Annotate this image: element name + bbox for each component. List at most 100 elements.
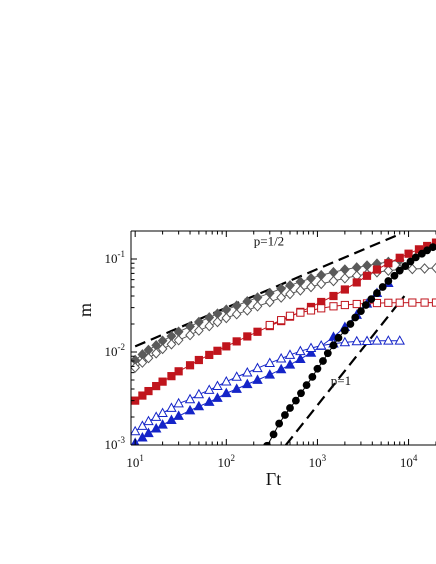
series-2-point [242, 305, 253, 316]
series-7-point [411, 253, 420, 262]
series-1-point [316, 269, 327, 281]
series-3-point [158, 377, 167, 386]
series-6-point [252, 362, 263, 373]
series-6-point [339, 336, 351, 347]
series-2-point [252, 300, 263, 312]
reference-line-2 [284, 295, 406, 445]
series-7-point [297, 389, 305, 398]
series-7 [263, 243, 436, 445]
annotation-1: p=1/2 [254, 233, 284, 248]
series-7-point [373, 289, 381, 297]
y-axis-title: m [75, 303, 95, 317]
y-tick-label: 10-3 [105, 435, 126, 452]
series-4-point [384, 298, 393, 307]
series-7-point [308, 372, 317, 381]
series-6-point [157, 407, 168, 418]
x-tick-label: 102 [218, 453, 236, 470]
series-5-point [252, 374, 263, 384]
series-5-point [275, 363, 287, 374]
series-1-point [306, 272, 316, 284]
series-2-point [143, 352, 154, 364]
series-5-point [212, 392, 223, 402]
series-1-line [134, 259, 400, 361]
series-5-point [264, 369, 276, 379]
series-7-point [429, 243, 436, 252]
x-tick-label: 101 [126, 453, 144, 470]
series-7-point [406, 257, 415, 266]
data-series [131, 238, 436, 445]
series-2-point [231, 308, 242, 320]
series-3-point [232, 337, 241, 346]
series-6-point [221, 376, 232, 386]
series-6-point [173, 397, 184, 408]
series-2-point [285, 288, 295, 300]
y-tick-label: 10-2 [105, 342, 126, 359]
series-7-point [384, 277, 393, 285]
series-2 [131, 262, 436, 373]
series-7-point [269, 430, 278, 439]
y-tick-label: 10-1 [105, 249, 126, 266]
series-6-point [284, 349, 296, 359]
series-6-point [295, 345, 306, 356]
series-1-point [204, 312, 215, 323]
series-2-point [339, 272, 350, 284]
series-4-point [265, 320, 274, 330]
x-tick-label: 103 [309, 453, 327, 470]
series-2-point [193, 325, 204, 336]
series-7-point [334, 333, 343, 342]
series-4-point [352, 299, 361, 309]
series-7-point [286, 404, 294, 412]
series-3-point [329, 291, 338, 301]
labels: 101 102 103 104 10-3 10-2 10-1 Γt m p=1/2 p=1 [75, 233, 418, 489]
series-7-point [291, 396, 300, 405]
series-7-point [401, 262, 410, 270]
series-5-point [305, 347, 317, 357]
series-2-point [221, 312, 232, 324]
series-7-point [281, 411, 289, 419]
series-7-point [378, 283, 387, 291]
series-7-point [340, 326, 349, 335]
series-3-point [362, 271, 372, 280]
series-5-point [231, 383, 242, 393]
series-4-point [329, 302, 338, 311]
series-4-point [296, 308, 305, 317]
series-6-point [383, 335, 394, 345]
series-4-point [408, 298, 417, 307]
series-3-point [384, 259, 393, 268]
annotation-2: p=1 [331, 373, 351, 388]
series-2-point [276, 292, 287, 303]
series-2-point [173, 334, 184, 346]
series-7-point [395, 266, 404, 275]
series-7-point [346, 320, 355, 328]
x-tick-label: 104 [400, 453, 418, 470]
series-5-point [143, 427, 154, 438]
series-6-point [131, 425, 141, 436]
series-6-point [351, 335, 362, 346]
series-5-point [204, 396, 215, 406]
series-3-point [144, 386, 153, 396]
series-6-point [212, 380, 223, 390]
series-7-point [302, 381, 311, 390]
series-3-point [340, 285, 349, 294]
series-6-point [184, 393, 196, 404]
series-4-point [431, 298, 436, 307]
series-5-point [157, 419, 168, 429]
series-7-point [319, 357, 327, 365]
series-7-point [263, 441, 271, 445]
series-3-point [253, 327, 262, 336]
series-2-point [212, 316, 223, 328]
series-4-point [420, 298, 429, 307]
series-2-point [328, 275, 339, 287]
series-7-point [361, 301, 370, 309]
series-3-point [395, 253, 404, 262]
series-2-point [204, 320, 215, 332]
series-7-point [367, 295, 376, 304]
series-2-point [185, 329, 195, 341]
series-1-point [252, 292, 263, 303]
series-4-point [395, 298, 404, 307]
series-6-point [305, 342, 317, 353]
series-6-point [231, 371, 242, 381]
series-6-point [275, 352, 287, 363]
series-7-point [329, 341, 338, 350]
series-2-point [419, 263, 430, 274]
